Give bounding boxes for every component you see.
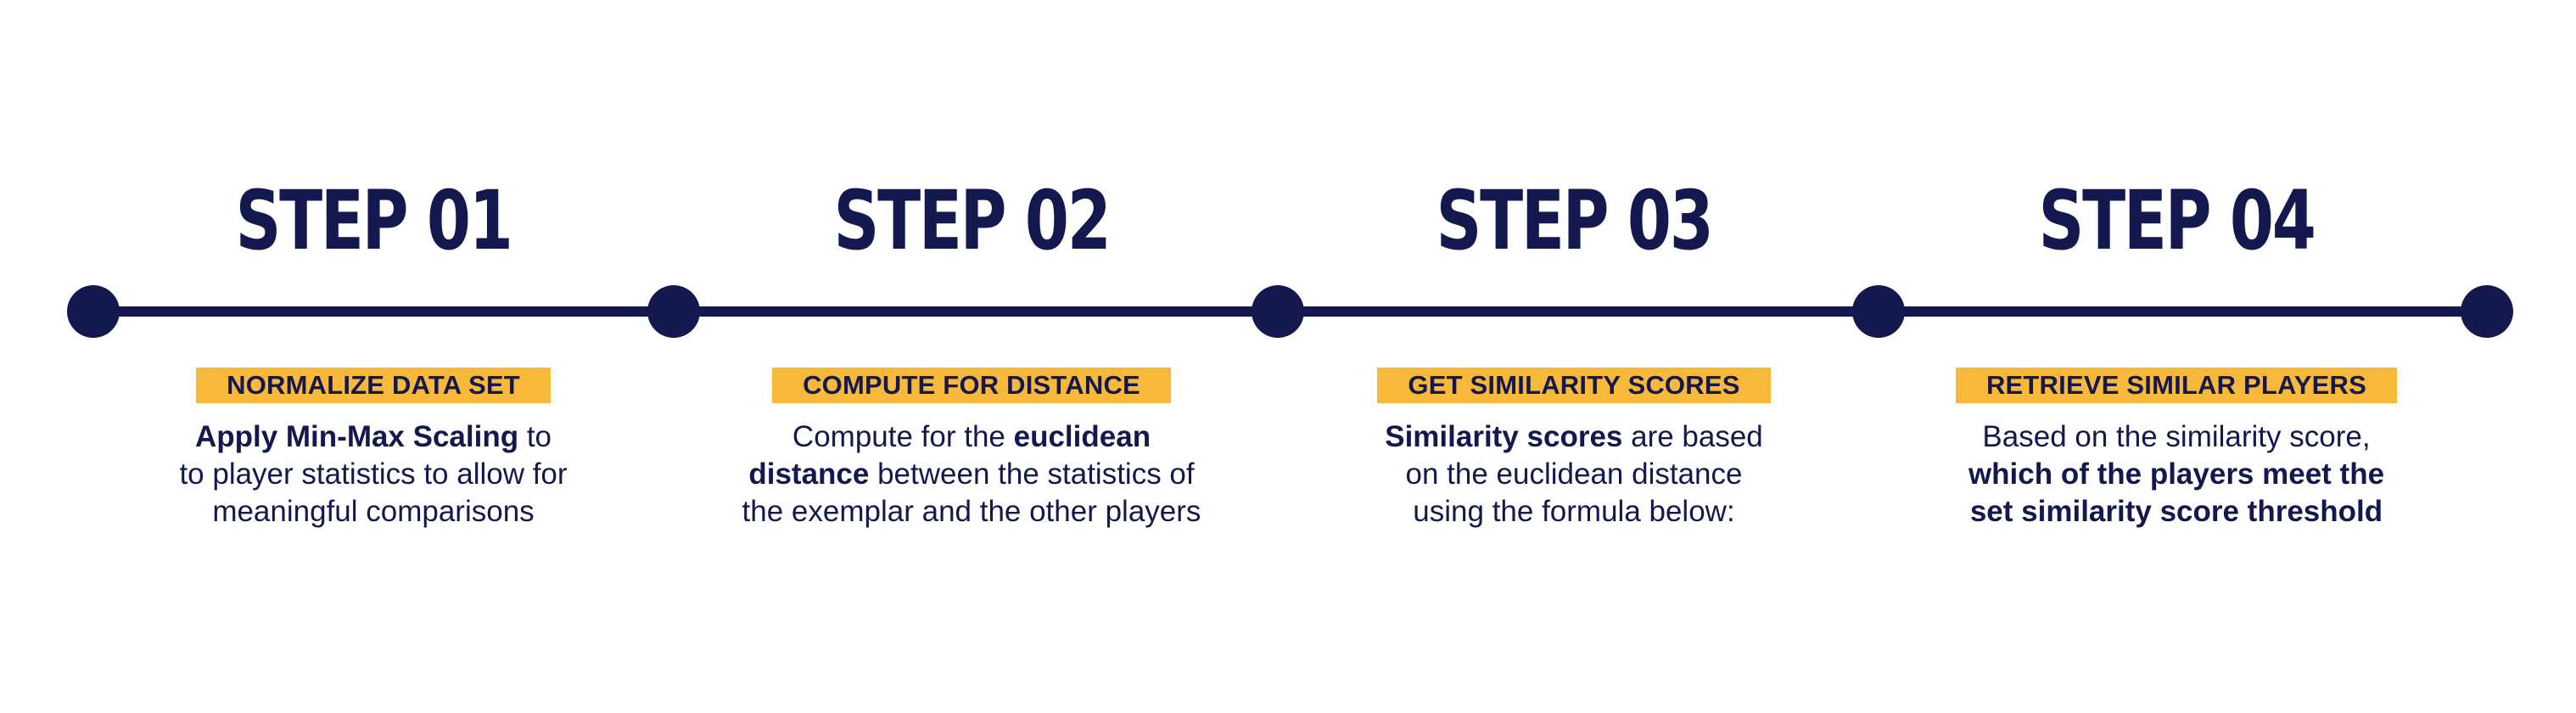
desc-line-2: distance between the statistics of <box>683 456 1260 493</box>
step-badge-wrap: NORMALIZE DATA SET <box>85 368 662 403</box>
desc-text: Compute for the <box>792 420 1014 453</box>
desc-line-3: meaningful comparisons <box>212 495 535 528</box>
step-description: Compute for the euclidean distance betwe… <box>683 418 1260 531</box>
step-badge: RETRIEVE SIMILAR PLAYERS <box>1955 368 2398 403</box>
desc-emphasis: euclidean <box>1013 420 1151 453</box>
step-title: STEP 01 <box>235 173 513 268</box>
timeline-node-2 <box>1252 285 1304 338</box>
desc-line-2: on the euclidean distance <box>1405 458 1743 491</box>
step-description: Based on the similarity score, which of … <box>1888 418 2465 531</box>
step-badge-wrap: GET SIMILARITY SCORES <box>1285 368 1862 403</box>
desc-line-2: which of the players meet the <box>1888 456 2465 493</box>
desc-emphasis: Similarity scores <box>1385 420 1623 453</box>
desc-emphasis: Apply Min-Max Scaling <box>194 420 519 453</box>
step-title: STEP 02 <box>833 173 1112 268</box>
step-title: STEP 04 <box>2038 173 2316 268</box>
step-2: STEP 02 COMPUTE FOR DISTANCE Compute for… <box>683 0 1260 713</box>
desc-emphasis: which of the players meet the <box>1968 458 2385 491</box>
desc-text: are based <box>1622 420 1763 453</box>
desc-line-1: Similarity scores are based <box>1285 418 1862 456</box>
step-badge: GET SIMILARITY SCORES <box>1377 368 1771 403</box>
timeline-node-1 <box>647 285 700 338</box>
step-1: STEP 01 NORMALIZE DATA SET Apply Min-Max… <box>85 0 662 713</box>
step-4: STEP 04 RETRIEVE SIMILAR PLAYERS Based o… <box>1888 0 2465 713</box>
step-badge-wrap: RETRIEVE SIMILAR PLAYERS <box>1888 368 2465 403</box>
desc-line-1: Based on the similarity score, <box>1982 420 2371 453</box>
desc-line-1: Apply Min-Max Scaling to <box>85 418 662 456</box>
timeline-node-3 <box>1852 285 1905 338</box>
desc-line-3: using the formula below: <box>1413 495 1735 528</box>
step-badge-wrap: COMPUTE FOR DISTANCE <box>683 368 1260 403</box>
desc-emphasis: distance <box>748 458 870 491</box>
step-description: Similarity scores are based on the eucli… <box>1285 418 1862 531</box>
step-badge: COMPUTE FOR DISTANCE <box>772 368 1171 403</box>
desc-text: to <box>518 420 552 453</box>
desc-emphasis: set similarity score threshold <box>1969 495 2383 528</box>
desc-line-1: Compute for the euclidean <box>683 418 1260 456</box>
timeline-node-end <box>2461 285 2513 338</box>
desc-line-2: to player statistics to allow for <box>179 458 568 491</box>
step-badge: NORMALIZE DATA SET <box>196 368 551 403</box>
step-description: Apply Min-Max Scaling to to player stati… <box>85 418 662 531</box>
step-title: STEP 03 <box>1436 173 1714 268</box>
desc-text: between the statistics of <box>869 458 1195 491</box>
step-3: STEP 03 GET SIMILARITY SCORES Similarity… <box>1285 0 1862 713</box>
desc-line-3: the exemplar and the other players <box>742 495 1201 528</box>
timeline-node-start <box>67 285 120 338</box>
desc-line-3: set similarity score threshold <box>1888 493 2465 531</box>
